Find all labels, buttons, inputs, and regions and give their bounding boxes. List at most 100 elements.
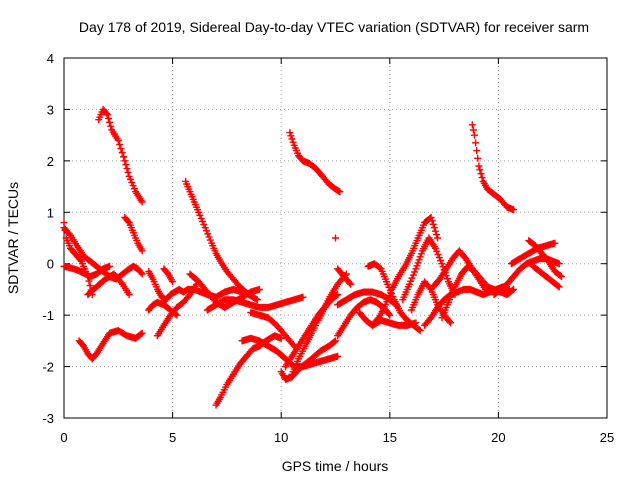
data-point — [510, 285, 518, 293]
x-tick-label: 10 — [274, 430, 288, 445]
data-point — [61, 226, 69, 234]
series-arc-36 — [525, 237, 565, 281]
data-point — [426, 284, 434, 292]
data-point — [137, 330, 145, 338]
data-point — [433, 247, 441, 255]
data-point — [253, 296, 261, 304]
data-point — [173, 311, 181, 319]
data-point — [388, 290, 396, 298]
series-arc-04 — [84, 270, 133, 299]
series-arc-15 — [212, 332, 285, 409]
data-point — [476, 166, 484, 174]
data-point — [138, 270, 146, 278]
data-point — [475, 162, 483, 170]
data-point — [347, 280, 355, 288]
series-arc-14 — [203, 293, 307, 314]
x-tick-label: 15 — [383, 430, 397, 445]
data-point — [430, 224, 438, 232]
data-point — [65, 230, 73, 238]
data-point — [383, 298, 391, 306]
data-point — [130, 185, 138, 193]
data-point — [431, 227, 439, 235]
series-arc-05 — [75, 327, 146, 363]
data-point — [434, 250, 442, 258]
data-point — [411, 268, 419, 276]
data-point — [287, 132, 295, 140]
data-point — [385, 310, 393, 318]
data-point — [289, 341, 297, 349]
data-point — [334, 352, 342, 360]
data-point — [386, 286, 394, 294]
y-tick-label: -2 — [42, 360, 54, 375]
series-arc-20 — [288, 270, 350, 378]
series-arc-11 — [160, 265, 177, 286]
series-arc-33 — [468, 121, 518, 214]
data-point — [429, 220, 437, 228]
data-point — [103, 111, 111, 119]
data-point — [124, 217, 132, 225]
data-point — [206, 236, 214, 244]
series-arc-22 — [334, 265, 355, 288]
data-point — [332, 234, 339, 242]
data-point — [415, 326, 423, 334]
series-arc-07 — [121, 213, 146, 255]
data-point — [125, 172, 133, 180]
series-arc-06 — [95, 105, 146, 206]
data-point — [199, 218, 207, 226]
data-point — [289, 138, 297, 146]
data-point — [122, 161, 130, 169]
data-point — [204, 230, 212, 238]
data-point — [336, 188, 344, 196]
y-tick-labels: -3 -2 -1 0 1 2 3 4 — [42, 51, 54, 426]
data-point — [477, 170, 485, 178]
series-arc-10 — [153, 280, 200, 340]
x-tick-label: 25 — [600, 430, 614, 445]
data-point — [195, 208, 203, 216]
y-tick-label: 2 — [47, 154, 54, 169]
x-tick-label: 0 — [60, 430, 67, 445]
data-point — [169, 278, 177, 286]
data-point — [117, 145, 125, 153]
data-point — [117, 279, 125, 287]
data-point — [472, 139, 480, 147]
series-arc-37 — [529, 262, 563, 291]
data-point — [557, 273, 565, 281]
data-point — [85, 277, 93, 285]
y-tick-label: 1 — [47, 205, 54, 220]
data-point — [118, 149, 126, 157]
data-point — [468, 121, 476, 129]
data-point — [102, 109, 110, 117]
data-point — [384, 295, 392, 303]
series-arc-38 — [332, 234, 339, 242]
data-point — [201, 224, 209, 232]
data-point — [555, 260, 563, 268]
data-point — [405, 280, 413, 288]
data-point — [138, 329, 146, 337]
y-axis-label: SDTVAR / TECUs — [5, 182, 21, 294]
data-point — [124, 168, 132, 176]
data-point — [412, 319, 420, 327]
chart-title: Day 178 of 2019, Sidereal Day-to-day VTE… — [79, 19, 589, 35]
data-point — [86, 282, 94, 290]
axis-ticks — [63, 57, 608, 419]
y-tick-label: -1 — [42, 308, 54, 323]
data-point — [510, 206, 518, 214]
data-point — [121, 157, 129, 165]
data-point — [409, 271, 417, 279]
data-point — [431, 244, 439, 252]
data-point — [555, 283, 563, 291]
data-point — [120, 153, 128, 161]
data-point — [471, 131, 479, 139]
data-point — [185, 292, 193, 300]
data-point — [138, 247, 146, 255]
series-arc-18 — [277, 337, 339, 383]
data-point — [384, 280, 392, 288]
y-tick-label: 4 — [47, 51, 54, 66]
x-axis-label: GPS time / hours — [282, 458, 389, 474]
data-point — [386, 311, 394, 319]
data-point — [116, 140, 124, 148]
data-point — [346, 279, 354, 287]
data-point — [288, 135, 296, 143]
data-point — [437, 257, 445, 265]
data-point — [125, 291, 133, 299]
